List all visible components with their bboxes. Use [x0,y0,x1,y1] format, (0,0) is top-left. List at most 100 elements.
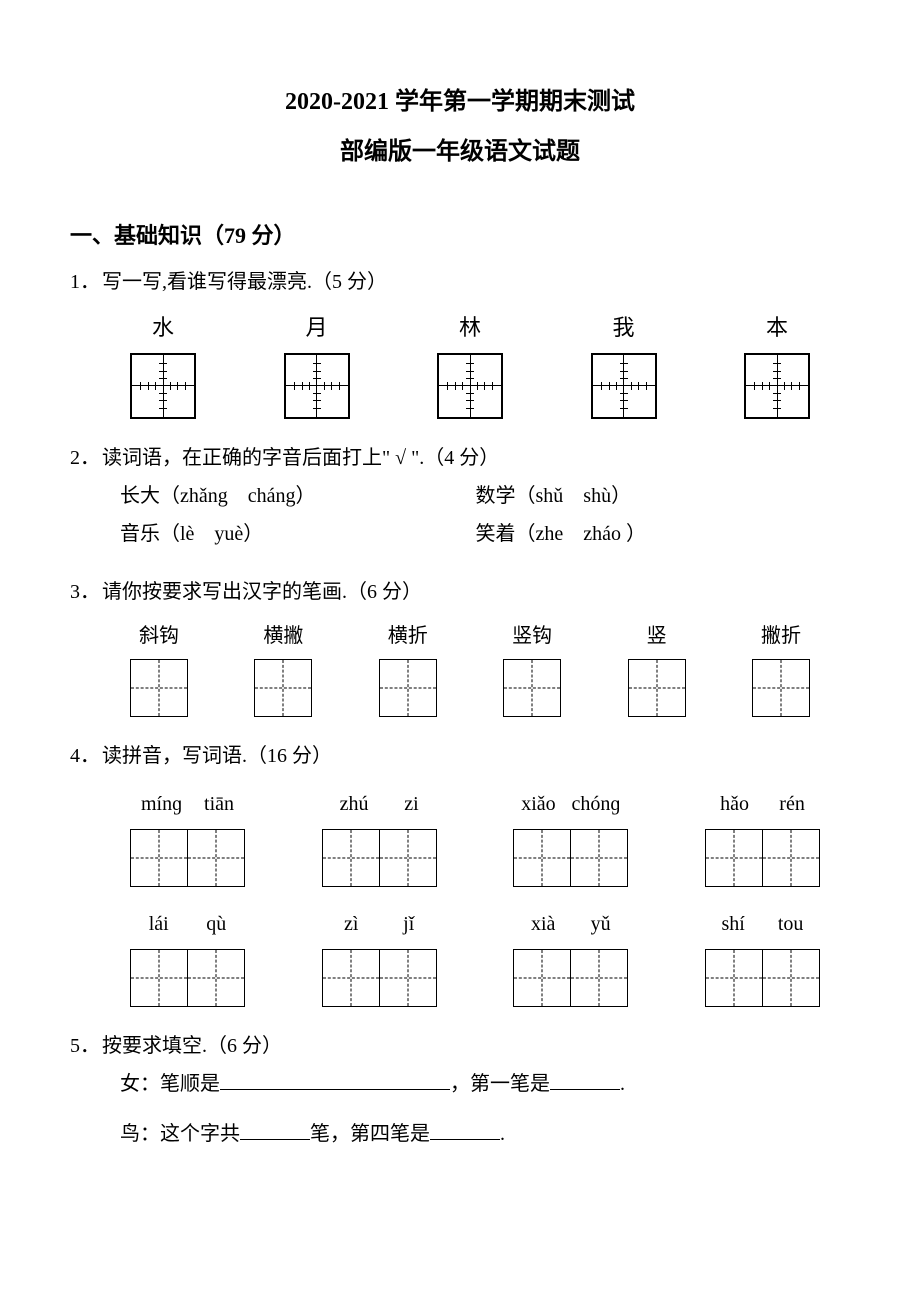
q4-pinyin: shí [721,905,744,943]
q4-pair: shí tou [705,905,820,1007]
q2-word: 长大 [120,485,160,507]
q4-pinyin: chónɡ [571,785,620,823]
q2-item: 数学（shǔ shù） [476,477,647,515]
q4-pinyin: tiān [204,785,234,823]
q3-stroke: 横折 [388,617,428,655]
q1-cell: 我 [591,307,657,419]
q1-cell: 水 [130,307,196,419]
q2-pinyin: （lè yuè） [160,523,263,545]
q2-number: 2． [70,439,102,477]
q4-pinyin: mínɡ [141,785,182,823]
q3-cell: 斜钩 [130,617,188,717]
q2-item: 长大（zhǎng cháng） [120,477,316,515]
q5-text: 按要求填空.（6 分） [102,1035,282,1057]
blank-line [550,1067,620,1090]
q5-line2: 鸟：这个字共 笔，第四笔是. [70,1115,850,1153]
q4-row2: láiqù zìjǐ xiàyǔ shítou [70,905,850,1007]
q5-text: 女：笔顺是 [120,1073,220,1095]
practice-grid [322,949,380,1007]
practice-grid [591,353,657,419]
practice-grid [380,829,437,887]
practice-grid [571,949,628,1007]
q1-char: 林 [459,307,481,349]
q2-item: 笑着（zhe zháo ） [476,515,647,553]
q1-char: 本 [766,307,788,349]
practice-grid [130,659,188,717]
q1-cell: 本 [744,307,810,419]
q4-pair: xiǎo chónɡ [513,785,628,887]
practice-grid [763,949,820,1007]
q1-char-row: 水 月 林 我 本 [70,307,850,419]
q5-text: . [500,1123,505,1145]
q2-word: 数学 [476,485,516,507]
q1-char: 月 [305,307,327,349]
q1-number: 1． [70,263,102,301]
q5-line1: 女：笔顺是 ，第一笔是. [70,1065,850,1103]
q2-word: 音乐 [120,523,160,545]
q4-pair: mínɡ tiān [130,785,245,887]
q2-pinyin: （zhǎng cháng） [160,485,316,507]
page-title: 2020-2021 学年第一学期期末测试 [70,80,850,126]
practice-grid [705,829,763,887]
q3-cell: 撇折 [752,617,810,717]
practice-grid [513,829,571,887]
q3-text: 请你按要求写出汉字的笔画.（6 分） [102,581,422,603]
q4-number: 4． [70,737,102,775]
blank-line [430,1117,500,1140]
q1-text: 写一写,看谁写得最漂亮.（5 分） [102,271,387,293]
practice-grid [380,949,437,1007]
q4-pinyin: zì [344,905,358,943]
q5-number: 5． [70,1027,102,1065]
question-1: 1．写一写,看谁写得最漂亮.（5 分） 水 月 林 我 本 [70,263,850,419]
question-5: 5．按要求填空.（6 分） 女：笔顺是 ，第一笔是. 鸟：这个字共 笔，第四笔是. [70,1027,850,1153]
q3-stroke: 横撇 [263,617,303,655]
q5-text: 笔，第四笔是 [310,1123,430,1145]
q3-cell: 竖 [628,617,686,717]
q4-pinyin: qù [206,905,226,943]
practice-grid [763,829,820,887]
practice-grid [130,353,196,419]
q4-text: 读拼音，写词语.（16 分） [102,745,332,767]
practice-grid [513,949,571,1007]
q5-text: . [620,1073,625,1095]
q3-cell: 竖钩 [503,617,561,717]
q4-row1: mínɡ tiān zhúzi xiǎo chónɡ hǎo rén [70,785,850,887]
q1-char: 水 [152,307,174,349]
q3-stroke-row: 斜钩 横撇 横折 竖钩 竖 撇折 [70,617,850,717]
q3-cell: 横折 [379,617,437,717]
q4-pinyin: xiǎo [521,785,555,823]
q2-pinyin: （shǔ shù） [516,485,632,507]
question-3: 3．请你按要求写出汉字的笔画.（6 分） 斜钩 横撇 横折 竖钩 竖 撇折 [70,573,850,717]
q4-pair: hǎo rén [705,785,820,887]
question-4: 4．读拼音，写词语.（16 分） mínɡ tiān zhúzi xiǎo chón… [70,737,850,1007]
practice-grid [752,659,810,717]
q4-pinyin: tou [778,905,804,943]
q4-pinyin: zhú [340,785,369,823]
practice-grid [705,949,763,1007]
blank-line [240,1117,310,1140]
q3-stroke: 撇折 [761,617,801,655]
practice-grid [379,659,437,717]
q5-text: 鸟：这个字共 [120,1123,240,1145]
q3-stroke: 竖钩 [512,617,552,655]
practice-grid [628,659,686,717]
practice-grid [254,659,312,717]
q5-text: ，第一笔是 [450,1073,550,1095]
q4-pair: zhúzi [322,785,437,887]
practice-grid [284,353,350,419]
q4-pinyin: yǔ [591,905,611,943]
q3-number: 3． [70,573,102,611]
q4-pinyin: jǐ [403,905,414,943]
q4-pinyin: hǎo [720,785,749,823]
q1-cell: 月 [284,307,350,419]
q2-word: 笑着 [476,523,516,545]
q3-stroke: 竖 [647,617,667,655]
q2-pinyin: （zhe zháo ） [516,523,647,545]
practice-grid [571,829,628,887]
q4-pair: zì jǐ [322,905,437,1007]
section-header: 一、基础知识（79 分） [70,215,850,257]
q4-pinyin: rén [779,785,805,823]
practice-grid [188,949,245,1007]
q2-item: 音乐（lè yuè） [120,515,316,553]
blank-line [220,1067,450,1090]
